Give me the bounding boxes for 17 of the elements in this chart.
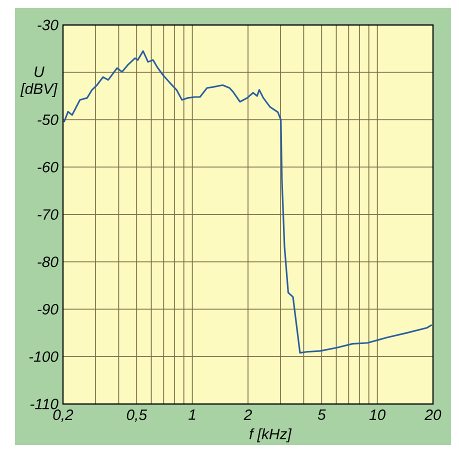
x-tick-label: 0,2 [53,410,74,422]
x-axis-title: f [kHz] [250,428,292,442]
y-tick-label: -90 [38,304,58,315]
x-tick-label: 0,5 [126,410,148,422]
x-tick-label: 20 [424,410,442,420]
x-tick-label: 10 [369,410,386,420]
y-tick-label: -100 [29,351,58,362]
y-tick-label: -30 [38,20,58,30]
x-tick-label: 5 [318,410,326,420]
y-tick-label: -60 [38,162,58,172]
y-tick-label: -70 [38,209,58,220]
x-tick-label: 1 [188,410,196,420]
y-tick-label: -50 [38,114,58,126]
y-tick-label: -80 [38,256,58,268]
y-tick-label: -110 [30,398,58,410]
y-axis-title: U [dBV] [20,66,58,97]
x-tick-label: 2 [244,410,252,420]
